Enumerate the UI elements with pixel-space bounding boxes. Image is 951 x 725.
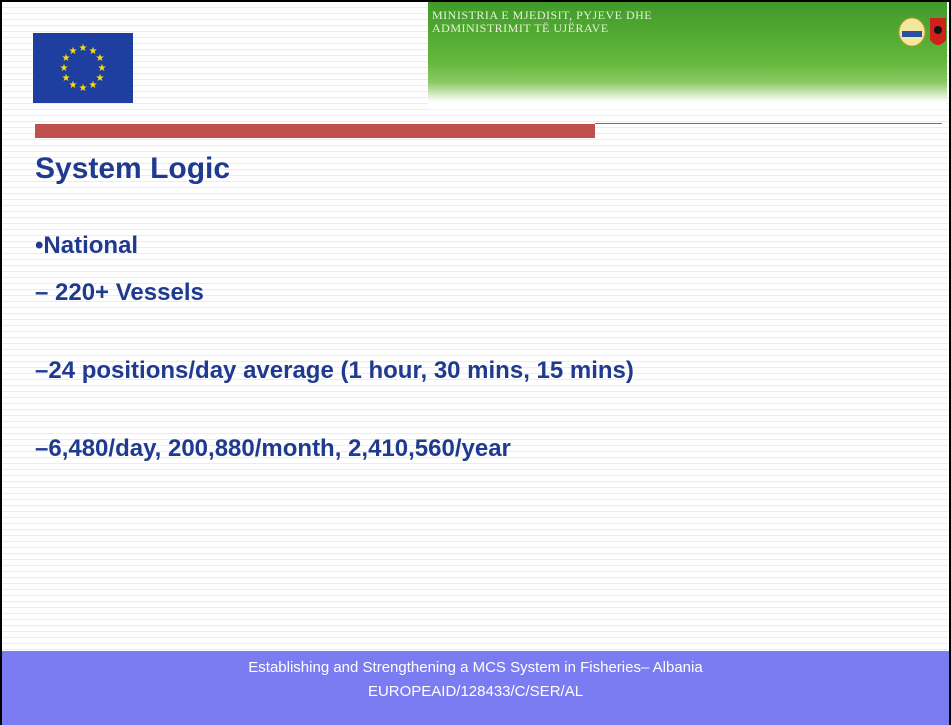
svg-text:★: ★: [79, 43, 88, 54]
ministry-line: ADMINISTRIMIT TË UJËRAVE: [432, 21, 609, 36]
accent-bar: [35, 124, 595, 138]
svg-text:★: ★: [89, 80, 98, 91]
eu-flag: ★★★★ ★★★★ ★★★★: [33, 33, 133, 103]
emblems: [898, 16, 946, 50]
accent-line: [595, 123, 942, 124]
svg-text:★: ★: [69, 46, 78, 57]
eu-stars: ★★★★ ★★★★ ★★★★: [33, 33, 133, 103]
bullet: •National: [35, 232, 138, 260]
svg-text:★: ★: [62, 73, 71, 84]
footer-line: EUROPEAID/128433/C/SER/AL: [2, 676, 949, 700]
footer: Establishing and Strengthening a MCS Sys…: [2, 651, 949, 725]
svg-text:★: ★: [79, 83, 88, 94]
footer-line: Establishing and Strengthening a MCS Sys…: [2, 651, 949, 676]
bullet: –6,480/day, 200,880/month, 2,410,560/yea…: [35, 435, 511, 463]
svg-text:★: ★: [60, 63, 69, 74]
bullet: – 220+ Vessels: [35, 279, 204, 307]
slide-title: System Logic: [35, 152, 230, 186]
bullet: –24 positions/day average (1 hour, 30 mi…: [35, 357, 634, 385]
ministry-banner: MINISTRIA E MJEDISIT, PYJEVE DHE ADMINIS…: [428, 2, 947, 120]
slide: ★★★★ ★★★★ ★★★★ MINISTRIA E MJEDISIT, PYJ…: [0, 0, 951, 725]
